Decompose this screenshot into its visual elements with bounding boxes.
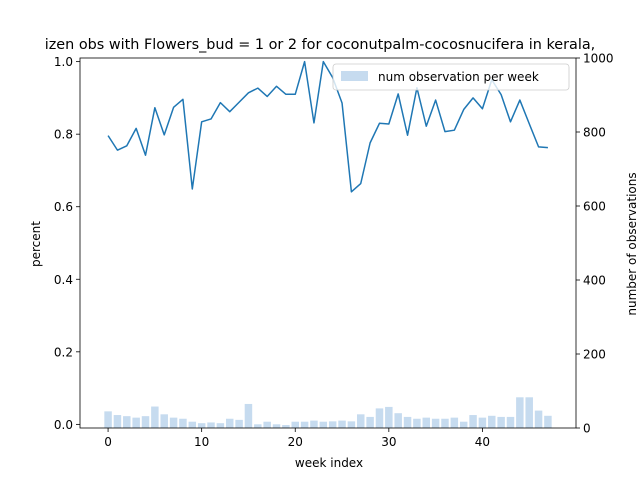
y-left-tick-label-0.4: 0.4 — [54, 273, 73, 287]
bar-week-11 — [207, 422, 215, 428]
bar-week-18 — [272, 424, 281, 428]
bar-week-16 — [254, 424, 262, 428]
bar-week-9 — [188, 421, 197, 428]
bar-week-43 — [506, 416, 515, 428]
bar-week-36 — [441, 418, 449, 428]
bar-week-44 — [516, 397, 524, 428]
bar-series-observations — [104, 397, 552, 428]
legend-swatch-observations — [341, 71, 368, 81]
bar-week-12 — [216, 423, 225, 428]
y-axis-right-label: number of observations — [625, 172, 639, 315]
bar-week-47 — [544, 415, 552, 428]
y-right-tick-label-0: 0 — [583, 422, 591, 436]
bar-week-41 — [488, 415, 496, 428]
bar-week-14 — [235, 419, 243, 428]
x-tick-label-40: 40 — [475, 435, 490, 449]
bar-week-15 — [244, 403, 253, 428]
bar-week-5 — [151, 406, 159, 428]
plot-frame — [79, 57, 577, 429]
y-right-tick-label-400: 400 — [583, 274, 606, 288]
y-right-tick-label-600: 600 — [583, 200, 606, 214]
bar-week-20 — [291, 421, 299, 428]
bar-week-34 — [422, 417, 431, 428]
bar-week-0 — [104, 411, 112, 428]
bar-week-46 — [534, 410, 543, 428]
bar-week-3 — [132, 417, 140, 428]
legend: num observation per week — [332, 63, 570, 91]
x-tick-label-30: 30 — [381, 435, 396, 449]
bar-week-38 — [459, 421, 468, 428]
x-tick-label-10: 10 — [194, 435, 209, 449]
bar-week-45 — [525, 397, 533, 428]
bar-week-29 — [375, 408, 384, 428]
bar-week-19 — [282, 425, 290, 428]
y-right-tick-label-800: 800 — [583, 126, 606, 140]
bar-week-7 — [169, 417, 178, 428]
legend-label-observations: num observation per week — [378, 70, 539, 84]
bar-week-30 — [385, 406, 393, 428]
bar-week-1 — [113, 415, 122, 428]
bar-week-24 — [328, 421, 337, 428]
x-tick-label-0: 0 — [104, 435, 112, 449]
bar-week-10 — [197, 423, 206, 428]
bar-week-33 — [413, 418, 421, 428]
bar-week-13 — [225, 418, 234, 428]
y-axis-left: 0.0 0.2 0.4 0.6 0.8 1.0 — [54, 55, 80, 432]
bar-week-6 — [160, 414, 168, 428]
y-axis-left-label: percent — [29, 221, 43, 267]
bar-week-17 — [263, 421, 271, 428]
line-series-percent — [107, 60, 548, 193]
bar-week-28 — [366, 416, 374, 428]
x-axis-label: week index — [295, 456, 363, 470]
legend-box — [332, 63, 570, 91]
bar-week-26 — [347, 421, 356, 428]
bar-week-23 — [319, 421, 328, 428]
bar-week-8 — [179, 418, 187, 428]
bar-week-40 — [478, 417, 487, 428]
bar-week-39 — [469, 415, 477, 428]
bar-week-32 — [403, 416, 412, 428]
bar-week-31 — [394, 413, 402, 428]
bar-week-25 — [338, 420, 346, 428]
bar-week-22 — [310, 420, 318, 428]
chart-title: izen obs with Flowers_bud = 1 or 2 for c… — [45, 37, 596, 53]
y-left-tick-label-0.2: 0.2 — [54, 345, 73, 359]
x-tick-label-20: 20 — [288, 435, 303, 449]
x-axis: 0 10 20 30 40 — [104, 428, 490, 449]
bar-week-4 — [141, 416, 150, 428]
y-left-tick-label-0.6: 0.6 — [54, 200, 73, 214]
bar-week-37 — [450, 417, 459, 428]
bar-week-42 — [497, 416, 505, 428]
y-right-tick-label-200: 200 — [583, 348, 606, 362]
bar-week-27 — [357, 414, 365, 428]
y-left-tick-label-0.8: 0.8 — [54, 128, 73, 142]
bar-week-35 — [431, 418, 440, 428]
y-left-tick-label-0: 0.0 — [54, 418, 73, 432]
bar-week-21 — [300, 421, 309, 428]
y-right-tick-label-1000: 1000 — [583, 52, 614, 66]
y-left-tick-label-1: 1.0 — [54, 55, 73, 69]
bar-week-2 — [123, 416, 131, 428]
y-axis-right: 0 200 400 600 800 1000 — [576, 52, 614, 436]
